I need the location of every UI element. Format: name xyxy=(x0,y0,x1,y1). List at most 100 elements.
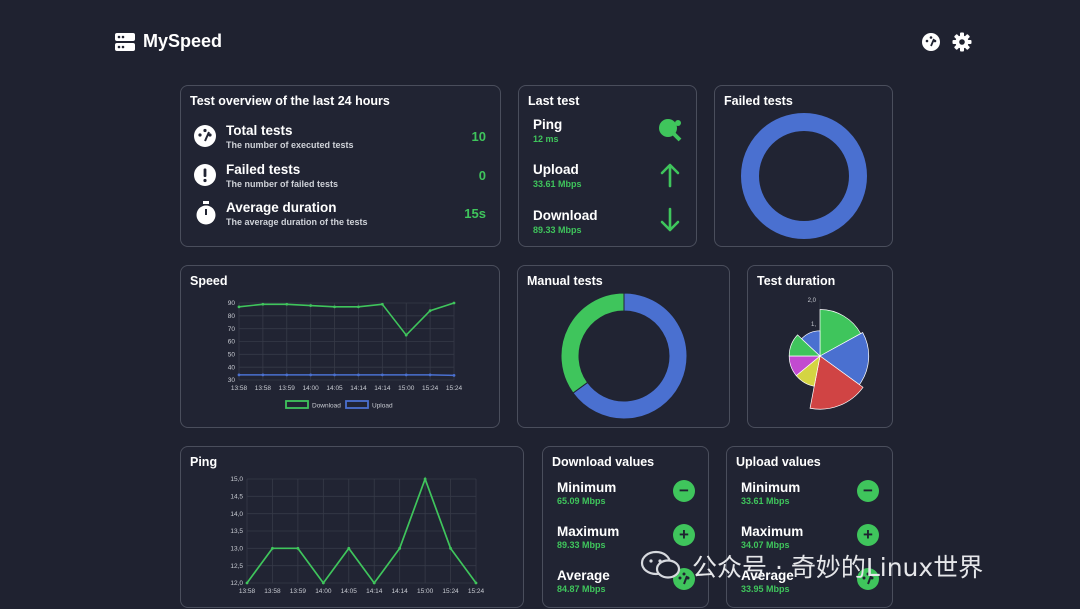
watermark-text: 公众号 · 奇妙的Linux世界 xyxy=(692,553,984,582)
y-tick-label: 90 xyxy=(228,300,236,307)
failed-tests-card: Failed tests xyxy=(714,85,893,247)
data-point xyxy=(347,546,351,550)
data-point xyxy=(404,333,408,337)
data-point xyxy=(261,302,265,306)
last-test-download-value: 89.33 Mbps xyxy=(533,225,582,235)
data-point xyxy=(423,477,427,481)
x-tick-label: 14:05 xyxy=(341,588,358,595)
data-point xyxy=(296,546,300,550)
data-point xyxy=(237,305,241,309)
gear-icon[interactable] xyxy=(952,32,972,52)
data-point xyxy=(398,546,402,550)
upload-avg-label: Average xyxy=(741,568,794,583)
donut-slice-manual xyxy=(560,292,625,394)
overview-value-duration: 15s xyxy=(464,206,486,221)
y-tick-label: 13,5 xyxy=(230,528,243,535)
y-tick-label: 30 xyxy=(228,377,236,384)
ping-pong-icon xyxy=(657,117,683,143)
overview-label-total: Total tests xyxy=(226,123,293,138)
data-point xyxy=(428,373,432,377)
legend-swatch-upload xyxy=(345,400,369,409)
last-test-download-label: Download xyxy=(533,208,598,223)
data-point xyxy=(285,373,289,377)
download-max-label: Maximum xyxy=(557,524,620,539)
last-test-title: Last test xyxy=(528,94,580,108)
download-values-title: Download values xyxy=(552,455,655,469)
x-tick-label: 15:24 xyxy=(468,588,485,595)
gauge-icon[interactable] xyxy=(922,33,940,51)
gauge-icon xyxy=(857,568,879,590)
y-tick-label: 60 xyxy=(228,339,236,346)
data-point xyxy=(380,302,384,306)
series-line-upload xyxy=(239,374,455,377)
stopwatch-icon xyxy=(195,201,217,225)
arrow-down-icon xyxy=(659,207,681,233)
upload-avg-value: 33.95 Mbps xyxy=(741,584,790,594)
ping-title: Ping xyxy=(190,455,218,469)
plus-icon: + xyxy=(857,524,879,546)
series-line-ping xyxy=(246,476,477,585)
x-tick-label: 13:59 xyxy=(279,385,296,392)
download-values-card: Download values Minimum 65.09 Mbps − Max… xyxy=(542,446,709,608)
x-tick-label: 14:00 xyxy=(315,588,332,595)
upload-max-value: 34.07 Mbps xyxy=(741,540,790,550)
exclamation-icon xyxy=(194,164,216,186)
test-duration-polar-chart: 2,0 1, xyxy=(788,298,870,410)
data-point xyxy=(428,309,432,313)
data-point xyxy=(333,373,336,377)
y-tick-label: 50 xyxy=(228,352,236,359)
test-duration-title: Test duration xyxy=(757,274,836,288)
arrow-up-icon xyxy=(659,162,681,188)
overview-sub-failed: The number of failed tests xyxy=(226,179,339,189)
manual-tests-card: Manual tests xyxy=(517,265,730,428)
x-tick-label: 14:14 xyxy=(392,588,409,595)
legend-label-upload: Upload xyxy=(372,403,393,410)
x-tick-label: 15:24 xyxy=(422,385,439,392)
data-point xyxy=(285,302,289,306)
overview-value-total: 10 xyxy=(471,129,486,144)
data-point xyxy=(449,546,452,550)
last-test-ping-label: Ping xyxy=(533,117,563,132)
speed-title: Speed xyxy=(190,274,228,288)
x-tick-label: 13:58 xyxy=(255,385,272,392)
data-point xyxy=(333,305,336,309)
overview-label-duration: Average duration xyxy=(226,200,337,215)
x-tick-label: 13:58 xyxy=(264,588,281,595)
data-point xyxy=(309,304,313,307)
last-test-ping-value: 12 ms xyxy=(533,134,559,144)
y-tick-label: 15,0 xyxy=(230,476,243,483)
last-test-upload-value: 33.61 Mbps xyxy=(533,179,582,189)
x-tick-label: 15:24 xyxy=(442,588,459,595)
failed-tests-title: Failed tests xyxy=(724,94,793,108)
gauge-icon xyxy=(194,125,216,147)
data-point xyxy=(452,301,456,305)
upload-values-title: Upload values xyxy=(736,455,821,469)
data-point xyxy=(372,581,376,585)
y-tick-label: 12,5 xyxy=(230,563,243,570)
overview-title: Test overview of the last 24 hours xyxy=(190,94,390,108)
y-tick-label: 40 xyxy=(228,364,236,371)
data-point xyxy=(237,373,241,377)
download-min-value: 65.09 Mbps xyxy=(557,496,606,506)
x-tick-label: 14:14 xyxy=(374,385,391,392)
series-line-download xyxy=(238,302,455,337)
data-point xyxy=(261,373,265,377)
download-min-label: Minimum xyxy=(557,480,617,495)
x-tick-label: 14:14 xyxy=(366,588,383,595)
y-tick-label: 14,0 xyxy=(230,511,243,518)
r-tick-label: 2,0 xyxy=(808,298,817,304)
ping-line-chart: 15,014,514,013,513,012,512,013:58 13:58 13… xyxy=(230,476,485,595)
x-tick-label: 15:24 xyxy=(446,385,463,392)
data-point xyxy=(321,581,325,585)
overview-card: Test overview of the last 24 hours Total… xyxy=(180,85,501,247)
polar-slice-f xyxy=(788,334,821,357)
last-test-card: Last test Ping 12 ms Upload 33.61 Mbps D… xyxy=(518,85,697,247)
overview-label-failed: Failed tests xyxy=(226,162,301,177)
minus-icon: − xyxy=(857,480,879,502)
data-point xyxy=(404,373,408,377)
wechat-icon xyxy=(640,550,682,580)
ping-card: Ping 15,0 14,5 14,0 13,5 13,0 12,5 12,0 13:58 13… xyxy=(180,446,524,608)
data-point xyxy=(380,373,384,377)
app-title: MySpeed xyxy=(143,31,223,51)
